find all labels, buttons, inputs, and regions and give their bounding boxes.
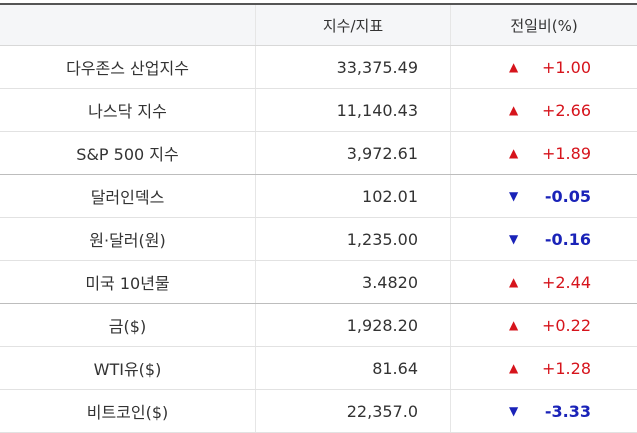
index-value: 1,235.00	[256, 218, 451, 260]
header-change: 전일비(%)	[510, 16, 578, 35]
index-name: S&P 500 지수	[0, 132, 256, 174]
table-row: 달러인덱스 102.01 ▼ -0.05	[0, 175, 637, 218]
table-row: 원·달러(원) 1,235.00 ▼ -0.16	[0, 218, 637, 261]
index-value: 81.64	[256, 347, 451, 389]
index-change: ▲ +0.22	[451, 304, 637, 346]
change-value: +1.00	[541, 57, 591, 77]
change-value: +1.89	[541, 143, 591, 163]
index-change: ▼ -0.16	[451, 218, 637, 260]
index-name: 비트코인($)	[0, 390, 256, 432]
table-row: 다우존스 산업지수 33,375.49 ▲ +1.00	[0, 46, 637, 89]
triangle-up-icon: ▲	[509, 318, 519, 332]
table-row: 금($) 1,928.20 ▲ +0.22	[0, 304, 637, 347]
table-row: 나스닥 지수 11,140.43 ▲ +2.66	[0, 89, 637, 132]
header-name	[0, 5, 256, 45]
index-name: 미국 10년물	[0, 261, 256, 303]
index-change: ▲ +1.89	[451, 132, 637, 174]
index-change: ▼ -3.33	[451, 390, 637, 432]
index-change: ▲ +2.44	[451, 261, 637, 303]
triangle-down-icon: ▼	[509, 404, 519, 418]
index-name: 원·달러(원)	[0, 218, 256, 260]
change-value: -0.16	[544, 229, 591, 249]
table-row: WTI유($) 81.64 ▲ +1.28	[0, 347, 637, 390]
change-value: +2.66	[541, 100, 591, 120]
index-name: 나스닥 지수	[0, 89, 256, 131]
change-value: -0.05	[544, 186, 591, 206]
index-value: 11,140.43	[256, 89, 451, 131]
triangle-down-icon: ▼	[509, 189, 519, 203]
index-name: 금($)	[0, 304, 256, 346]
index-value: 33,375.49	[256, 46, 451, 88]
table-row: S&P 500 지수 3,972.61 ▲ +1.89	[0, 132, 637, 175]
triangle-up-icon: ▲	[509, 361, 519, 375]
index-value: 3.4820	[256, 261, 451, 303]
change-value: +0.22	[541, 315, 591, 335]
change-value: +1.28	[541, 358, 591, 378]
index-name: 달러인덱스	[0, 175, 256, 217]
header-value: 지수/지표	[256, 5, 451, 45]
index-change: ▲ +1.00	[451, 46, 637, 88]
triangle-up-icon: ▲	[509, 146, 519, 160]
index-change: ▼ -0.05	[451, 175, 637, 217]
table-row: 비트코인($) 22,357.0 ▼ -3.33	[0, 390, 637, 433]
index-name: WTI유($)	[0, 347, 256, 389]
change-value: -3.33	[544, 401, 591, 421]
index-change: ▲ +2.66	[451, 89, 637, 131]
change-value: +2.44	[541, 272, 591, 292]
table-header: 지수/지표 전일비(%)	[0, 5, 637, 46]
index-value: 1,928.20	[256, 304, 451, 346]
index-value: 3,972.61	[256, 132, 451, 174]
table-row: 미국 10년물 3.4820 ▲ +2.44	[0, 261, 637, 304]
triangle-up-icon: ▲	[509, 60, 519, 74]
triangle-up-icon: ▲	[509, 275, 519, 289]
index-name: 다우존스 산업지수	[0, 46, 256, 88]
index-value: 22,357.0	[256, 390, 451, 432]
market-index-table: 지수/지표 전일비(%) 다우존스 산업지수 33,375.49 ▲ +1.00…	[0, 3, 637, 433]
index-value: 102.01	[256, 175, 451, 217]
triangle-up-icon: ▲	[509, 103, 519, 117]
triangle-down-icon: ▼	[509, 232, 519, 246]
index-change: ▲ +1.28	[451, 347, 637, 389]
